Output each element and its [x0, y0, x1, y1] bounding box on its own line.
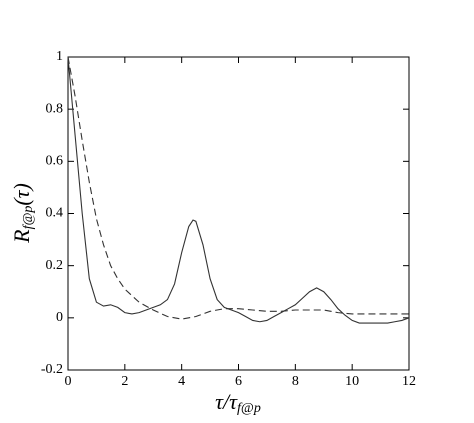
- x-axis-label: τ/τf@p: [215, 389, 261, 416]
- x-label-sub: f@p: [237, 401, 261, 416]
- y-label-main: R: [9, 229, 34, 244]
- x-tick-label: 6: [235, 374, 242, 389]
- y-tick-label: 1: [56, 49, 63, 64]
- y-tick-label: 0.8: [46, 101, 64, 116]
- y-tick-label: 0.4: [46, 206, 64, 221]
- x-tick-label: 0: [65, 374, 72, 389]
- y-label-sub: f@p: [21, 206, 36, 230]
- y-axis-label: Rf@p(τ): [9, 183, 36, 244]
- x-tick-label: 8: [292, 374, 299, 389]
- y-label-tail: (τ): [9, 183, 34, 206]
- y-tick-label: -0.2: [41, 362, 63, 377]
- line-series: [67, 56, 409, 320]
- x-tick-label: 2: [121, 374, 128, 389]
- x-tick-label: 10: [345, 374, 359, 389]
- y-tick-label: 0.6: [46, 154, 64, 169]
- line-series: [67, 56, 410, 324]
- y-tick-label: 0.2: [46, 258, 64, 273]
- x-label-main: τ/τ: [215, 389, 238, 414]
- x-tick-label: 12: [402, 374, 416, 389]
- x-tick-label: 4: [178, 374, 185, 389]
- y-tick-label: 0: [56, 310, 63, 325]
